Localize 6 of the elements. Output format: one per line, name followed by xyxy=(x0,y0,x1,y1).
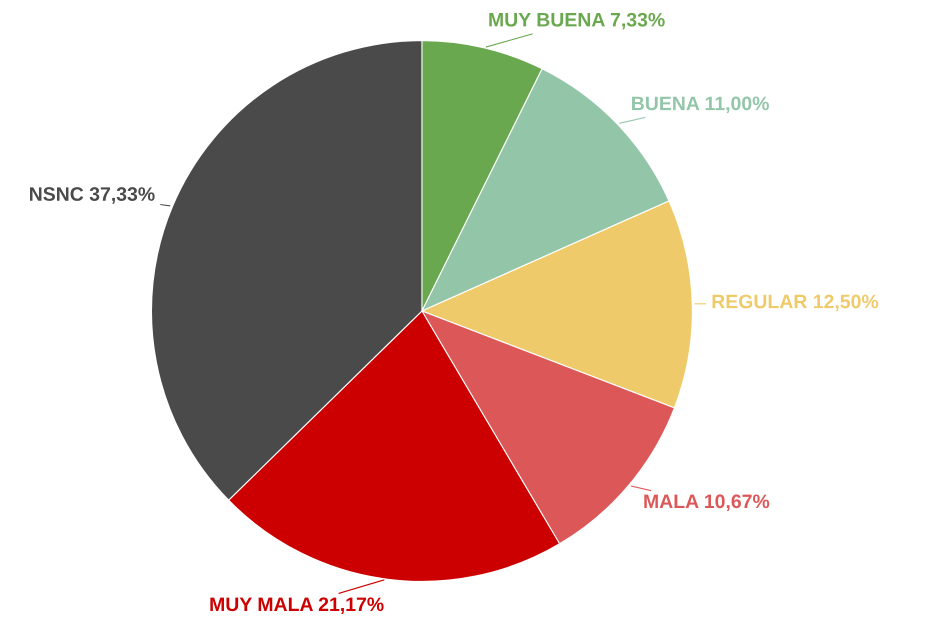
slice-label: MALA 10,67% xyxy=(644,494,770,512)
slice-label: NSNC 37,33% xyxy=(30,187,155,204)
slice-label: REGULAR 12,50% xyxy=(712,294,878,312)
slice-label: MUY MALA 21,17% xyxy=(210,597,384,614)
slice-label: BUENA 11,00% xyxy=(632,96,769,114)
slice-label: MUY BUENA 7,33% xyxy=(489,12,665,30)
